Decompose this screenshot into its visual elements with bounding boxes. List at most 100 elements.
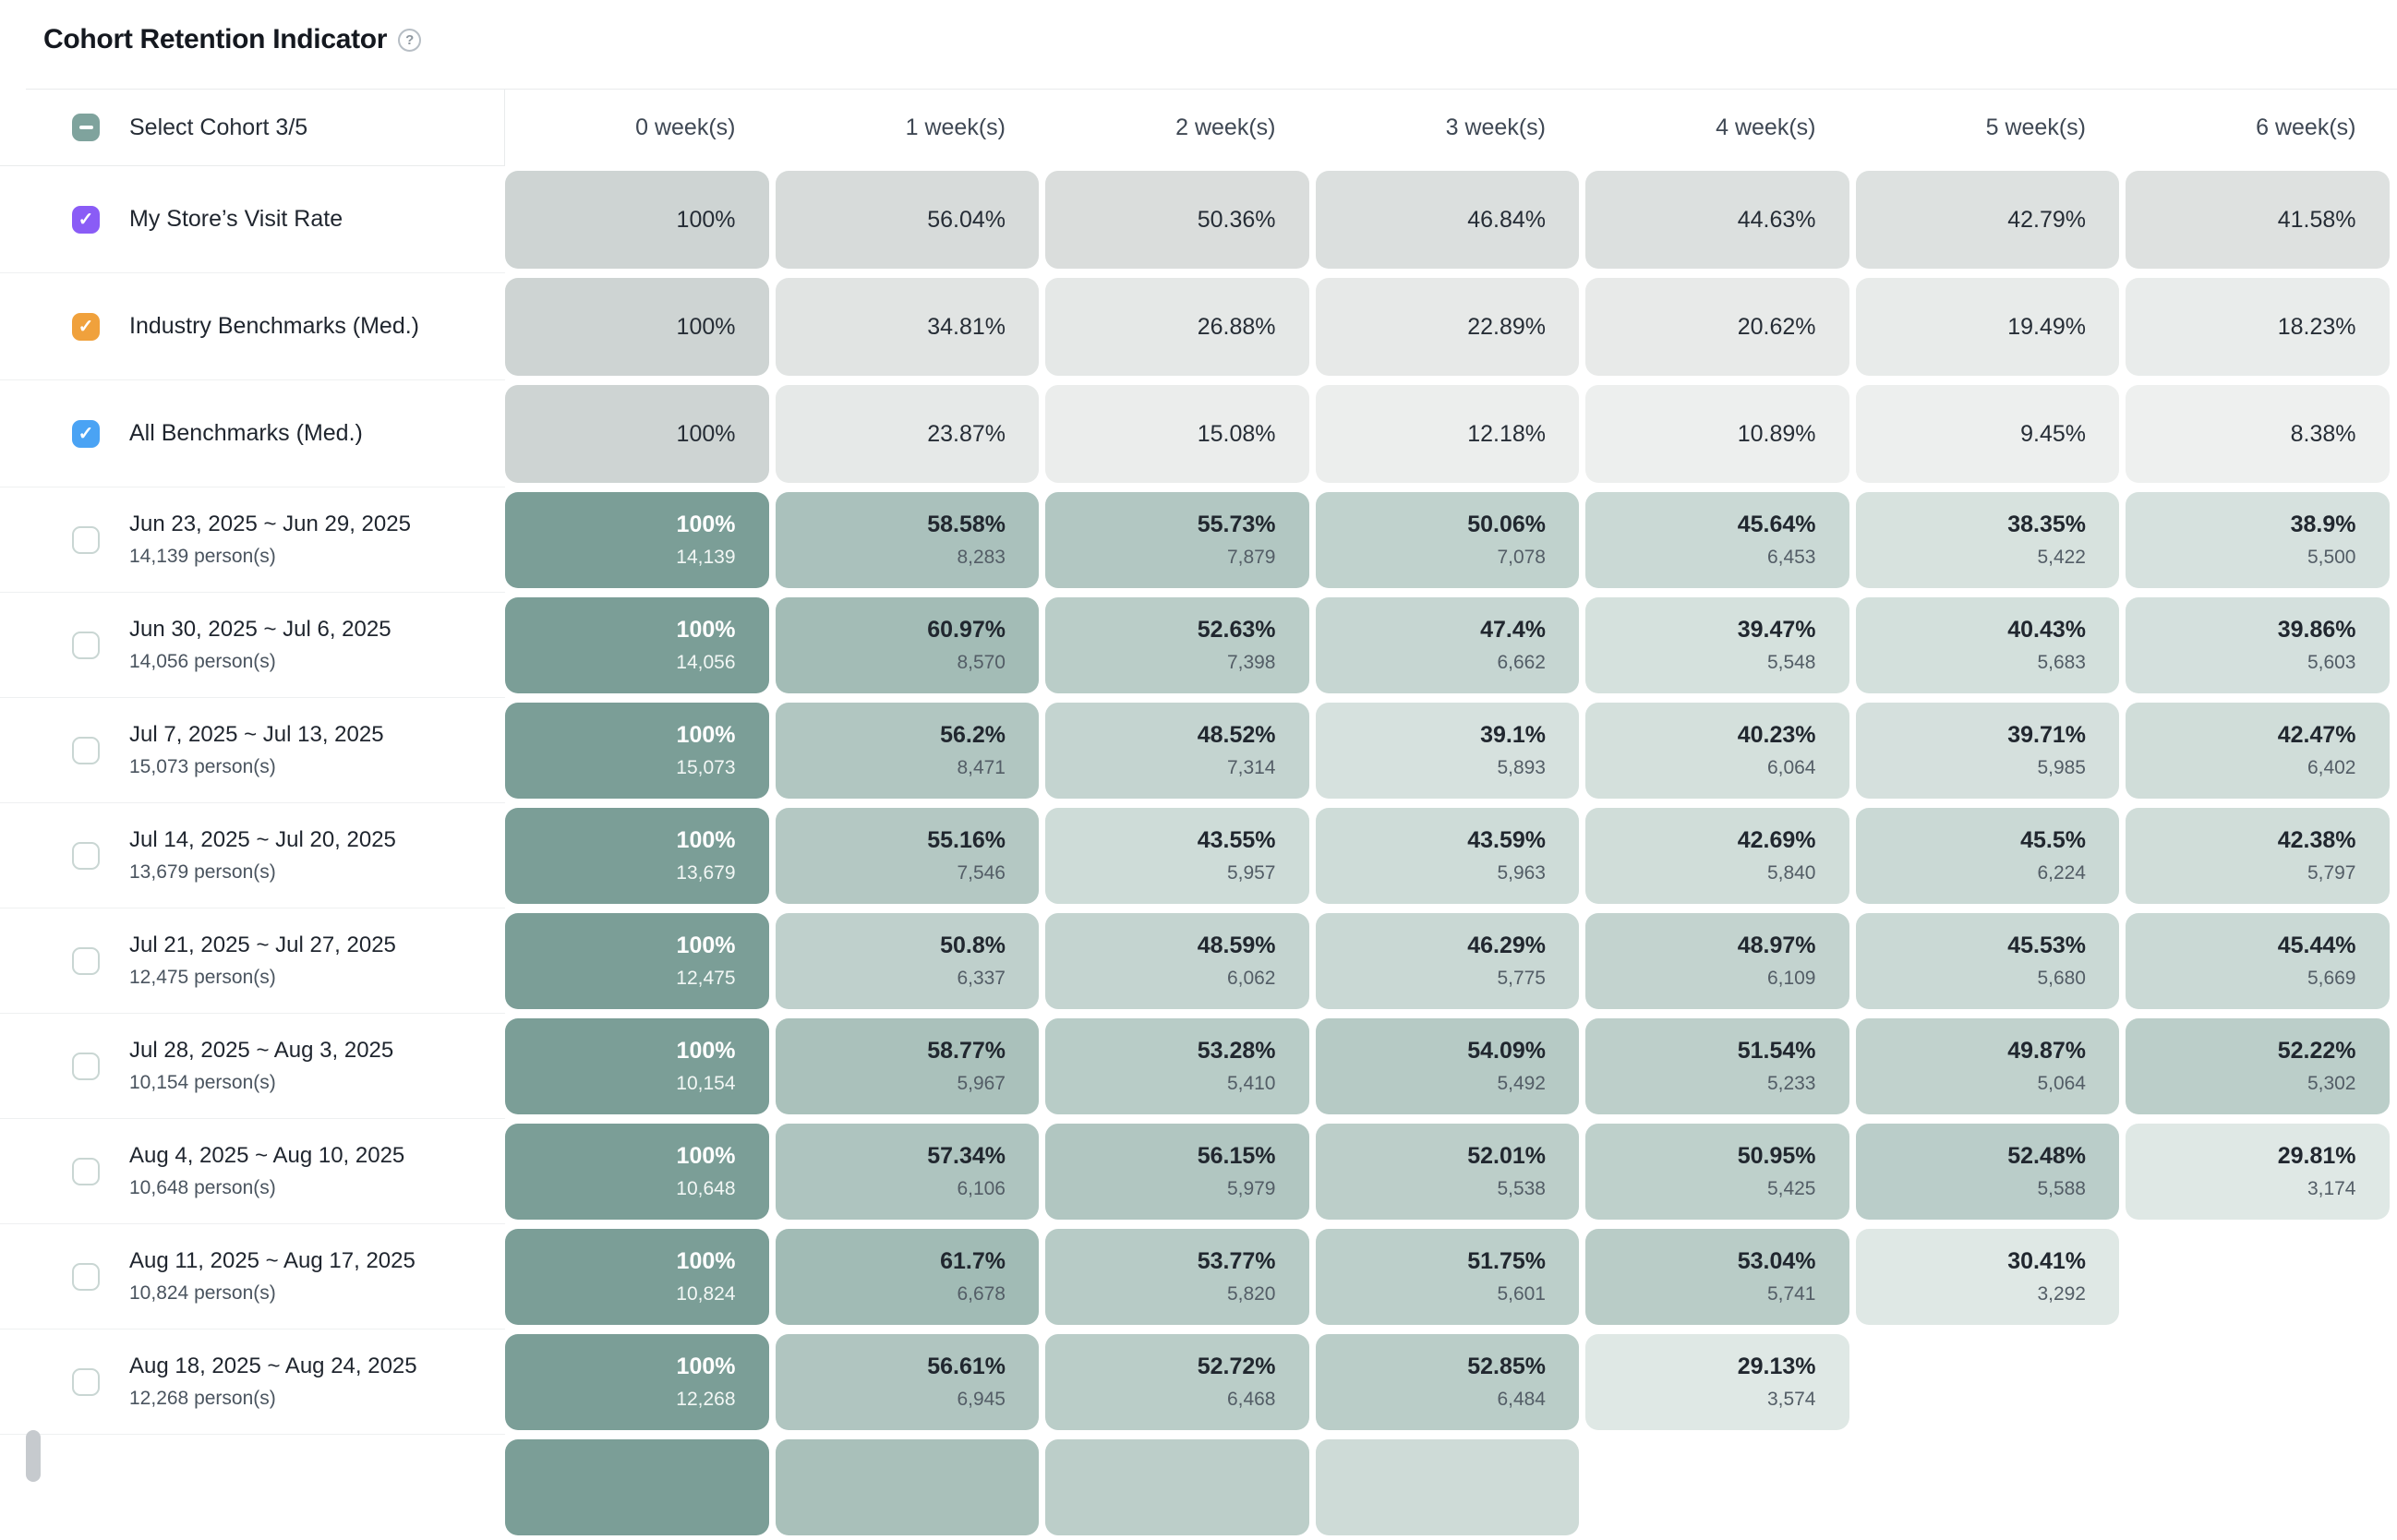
heatmap-cell[interactable]: 29.81% 3,174 [2126, 1124, 2390, 1220]
heatmap-cell[interactable]: 43.55% 5,957 [1045, 808, 1309, 904]
heatmap-cell[interactable]: 45.64% 6,453 [1585, 492, 1849, 588]
heatmap-cell[interactable]: 53.28% 5,410 [1045, 1018, 1309, 1114]
heatmap-cell[interactable]: 56.15% 5,979 [1045, 1124, 1309, 1220]
heatmap-cell[interactable]: 51.54% 5,233 [1585, 1018, 1849, 1114]
heatmap-cell[interactable]: 100% 15,073 [505, 703, 769, 799]
heatmap-cell[interactable]: 52.85% 6,484 [1315, 1334, 1579, 1430]
heatmap-cell[interactable]: 9.45% [1855, 385, 2119, 483]
heatmap-cell[interactable]: 40.23% 6,064 [1585, 703, 1849, 799]
heatmap-cell[interactable]: 45.53% 5,680 [1855, 913, 2119, 1009]
heatmap-cell[interactable]: 8.38% [2126, 385, 2390, 483]
heatmap-cell[interactable] [505, 1439, 769, 1535]
heatmap-cell[interactable]: 100% 14,139 [505, 492, 769, 588]
heatmap-cell[interactable]: 48.59% 6,062 [1045, 913, 1309, 1009]
heatmap-cell[interactable]: 53.04% 5,741 [1585, 1229, 1849, 1325]
heatmap-cell[interactable]: 100% 14,056 [505, 597, 769, 693]
heatmap-cell[interactable]: 42.79% [1855, 171, 2119, 269]
heatmap-cell[interactable]: 53.77% 5,820 [1045, 1229, 1309, 1325]
heatmap-cell[interactable]: 42.47% 6,402 [2126, 703, 2390, 799]
heatmap-cell[interactable]: 100% [505, 385, 769, 483]
heatmap-cell[interactable]: 45.44% 5,669 [2126, 913, 2390, 1009]
heatmap-cell[interactable]: 46.84% [1315, 171, 1579, 269]
heatmap-cell[interactable]: 42.69% 5,840 [1585, 808, 1849, 904]
row-checkbox[interactable] [72, 1367, 100, 1396]
heatmap-cell[interactable]: 46.29% 5,775 [1315, 913, 1579, 1009]
heatmap-cell[interactable]: 55.73% 7,879 [1045, 492, 1309, 588]
heatmap-cell[interactable]: 100% 10,824 [505, 1229, 769, 1325]
heatmap-cell[interactable]: 26.88% [1045, 278, 1309, 376]
heatmap-cell[interactable]: 61.7% 6,678 [775, 1229, 1039, 1325]
heatmap-cell[interactable]: 34.81% [775, 278, 1039, 376]
heatmap-cell[interactable]: 40.43% 5,683 [1855, 597, 2119, 693]
heatmap-cell[interactable]: 20.62% [1585, 278, 1849, 376]
heatmap-cell[interactable]: 23.87% [775, 385, 1039, 483]
heatmap-cell[interactable]: 19.49% [1855, 278, 2119, 376]
row-checkbox[interactable] [72, 1157, 100, 1185]
heatmap-cell[interactable]: 100% 13,679 [505, 808, 769, 904]
heatmap-cell[interactable] [1315, 1439, 1579, 1535]
heatmap-cell[interactable]: 52.01% 5,538 [1315, 1124, 1579, 1220]
heatmap-cell[interactable]: 48.97% 6,109 [1585, 913, 1849, 1009]
row-checkbox[interactable] [72, 841, 100, 870]
heatmap-cell[interactable]: 100% [505, 171, 769, 269]
heatmap-cell[interactable]: 57.34% 6,106 [775, 1124, 1039, 1220]
heatmap-cell[interactable]: 51.75% 5,601 [1315, 1229, 1579, 1325]
heatmap-cell[interactable] [1045, 1439, 1309, 1535]
heatmap-cell[interactable]: 50.8% 6,337 [775, 913, 1039, 1009]
row-checkbox[interactable] [72, 525, 100, 554]
row-checkbox[interactable] [72, 631, 100, 659]
heatmap-cell[interactable]: 56.04% [775, 171, 1039, 269]
heatmap-cell[interactable]: 50.06% 7,078 [1315, 492, 1579, 588]
heatmap-cell[interactable] [775, 1439, 1039, 1535]
row-checkbox[interactable] [72, 1262, 100, 1291]
heatmap-cell[interactable]: 30.41% 3,292 [1855, 1229, 2119, 1325]
heatmap-cell[interactable]: 22.89% [1315, 278, 1579, 376]
heatmap-cell[interactable]: 44.63% [1585, 171, 1849, 269]
heatmap-cell[interactable]: 52.63% 7,398 [1045, 597, 1309, 693]
heatmap-cell[interactable]: 100% 10,648 [505, 1124, 769, 1220]
heatmap-cell[interactable]: 39.1% 5,893 [1315, 703, 1579, 799]
heatmap-cell[interactable]: 58.58% 8,283 [775, 492, 1039, 588]
heatmap-cell[interactable]: 38.35% 5,422 [1855, 492, 2119, 588]
row-checkbox[interactable] [72, 312, 100, 341]
help-icon[interactable] [398, 28, 422, 52]
heatmap-cell[interactable]: 54.09% 5,492 [1315, 1018, 1579, 1114]
heatmap-cell[interactable]: 39.47% 5,548 [1585, 597, 1849, 693]
heatmap-cell[interactable]: 52.72% 6,468 [1045, 1334, 1309, 1430]
scrollbar-thumb[interactable] [26, 1430, 41, 1482]
row-checkbox[interactable] [72, 205, 100, 234]
heatmap-cell[interactable]: 50.95% 5,425 [1585, 1124, 1849, 1220]
heatmap-cell[interactable]: 39.86% 5,603 [2126, 597, 2390, 693]
heatmap-cell[interactable]: 50.36% [1045, 171, 1309, 269]
heatmap-cell[interactable]: 52.48% 5,588 [1855, 1124, 2119, 1220]
heatmap-cell[interactable]: 58.77% 5,967 [775, 1018, 1039, 1114]
heatmap-cell[interactable]: 52.22% 5,302 [2126, 1018, 2390, 1114]
row-checkbox[interactable] [72, 946, 100, 975]
heatmap-cell[interactable]: 12.18% [1315, 385, 1579, 483]
heatmap-cell[interactable]: 29.13% 3,574 [1585, 1334, 1849, 1430]
heatmap-cell[interactable]: 45.5% 6,224 [1855, 808, 2119, 904]
heatmap-cell[interactable]: 100% 12,268 [505, 1334, 769, 1430]
heatmap-cell[interactable]: 56.61% 6,945 [775, 1334, 1039, 1430]
row-checkbox[interactable] [72, 419, 100, 448]
heatmap-cell[interactable]: 47.4% 6,662 [1315, 597, 1579, 693]
heatmap-cell[interactable]: 10.89% [1585, 385, 1849, 483]
row-checkbox[interactable] [72, 1052, 100, 1080]
heatmap-cell[interactable]: 15.08% [1045, 385, 1309, 483]
heatmap-cell[interactable]: 100% [505, 278, 769, 376]
heatmap-cell[interactable]: 41.58% [2126, 171, 2390, 269]
heatmap-cell[interactable]: 60.97% 8,570 [775, 597, 1039, 693]
heatmap-cell[interactable]: 48.52% 7,314 [1045, 703, 1309, 799]
select-all-checkbox[interactable] [72, 114, 100, 141]
heatmap-cell[interactable]: 38.9% 5,500 [2126, 492, 2390, 588]
row-checkbox[interactable] [72, 736, 100, 764]
heatmap-cell[interactable]: 43.59% 5,963 [1315, 808, 1579, 904]
heatmap-cell[interactable]: 49.87% 5,064 [1855, 1018, 2119, 1114]
heatmap-cell[interactable]: 18.23% [2126, 278, 2390, 376]
heatmap-cell[interactable]: 42.38% 5,797 [2126, 808, 2390, 904]
heatmap-cell[interactable]: 55.16% 7,546 [775, 808, 1039, 904]
heatmap-cell[interactable]: 100% 12,475 [505, 913, 769, 1009]
heatmap-cell[interactable]: 100% 10,154 [505, 1018, 769, 1114]
heatmap-cell[interactable]: 39.71% 5,985 [1855, 703, 2119, 799]
heatmap-cell[interactable]: 56.2% 8,471 [775, 703, 1039, 799]
